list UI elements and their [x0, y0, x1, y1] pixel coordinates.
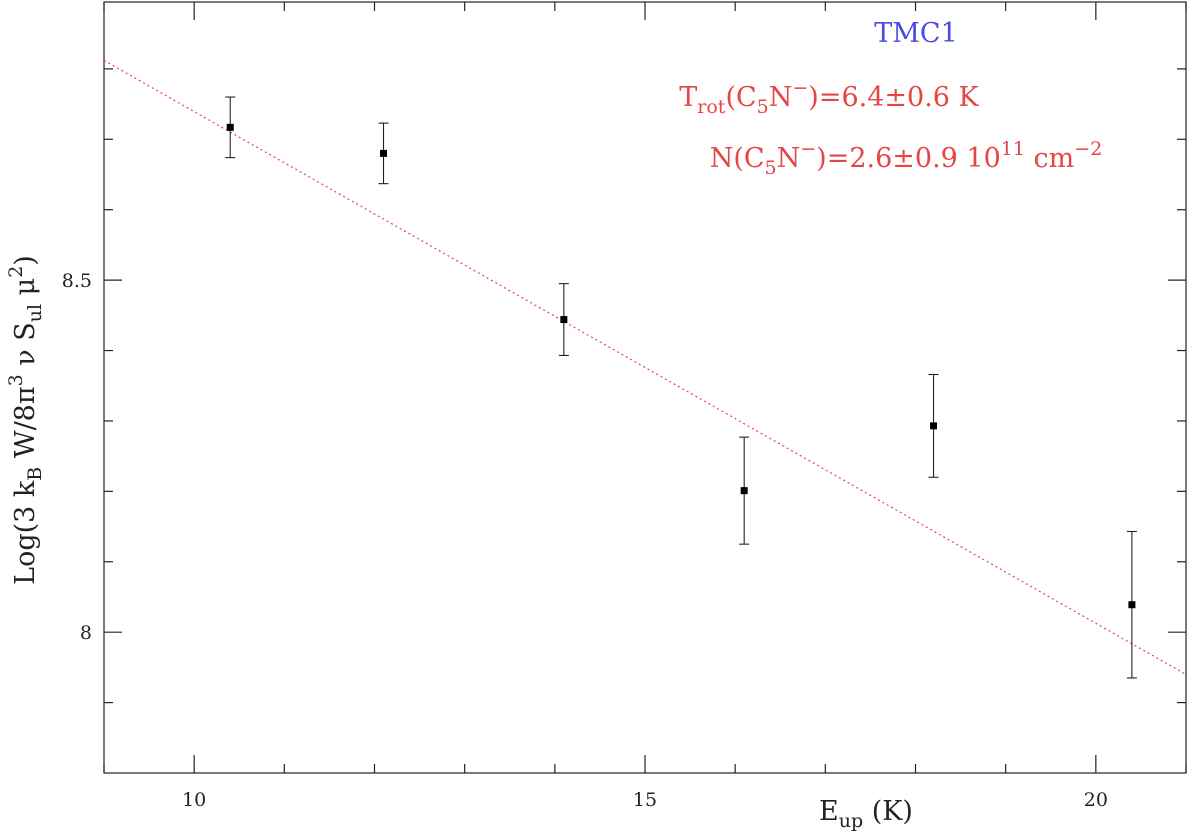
- x-tick-label: 20: [1084, 789, 1108, 811]
- x-axis-title: Eup (K): [819, 796, 913, 832]
- y-axis-title: Log(3 kB W/8π3 ν Sul μ2): [5, 255, 46, 585]
- source-label: TMC1: [874, 18, 958, 49]
- data-point: [226, 123, 234, 131]
- y-tick-label: 8.5: [62, 270, 92, 292]
- axis-tick-labels: 10 15 20 8 8.5: [62, 270, 1108, 811]
- error-bars: [225, 96, 1137, 679]
- axis-ticks: [103, 2, 1187, 773]
- rotational-temperature-label: Trot(C5N−)=6.4±0.6 K: [679, 77, 979, 118]
- data-point: [560, 316, 568, 324]
- fit-line: [103, 59, 1187, 675]
- data-point: [380, 149, 388, 157]
- data-point: [1128, 601, 1136, 609]
- data-point: [740, 487, 748, 495]
- x-tick-label: 10: [182, 789, 206, 811]
- data-point: [930, 422, 938, 430]
- x-tick-label: 15: [633, 789, 657, 811]
- column-density-label: N(C5N−)=2.6±0.9 1011 cm−2: [710, 138, 1103, 179]
- data-points: [226, 123, 1136, 609]
- plot-frame: [103, 1, 1187, 774]
- y-tick-label: 8: [80, 622, 92, 644]
